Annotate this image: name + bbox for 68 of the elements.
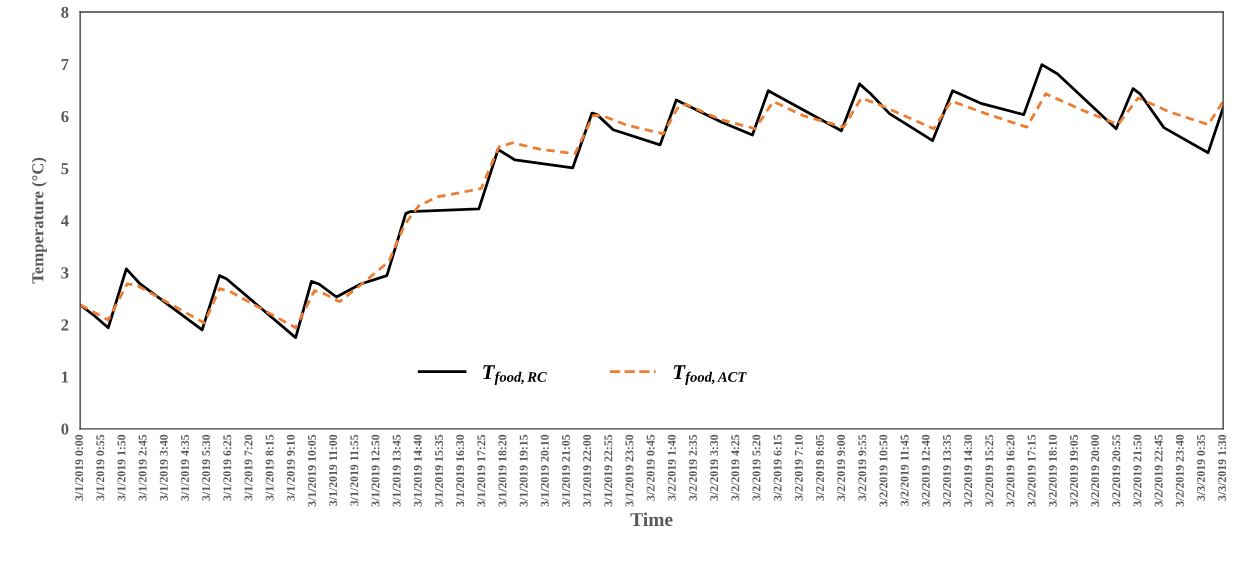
x-tick-label: 3/2/2019 7:10 [794, 434, 803, 501]
x-tick-label: 3/1/2019 16:30 [456, 434, 465, 507]
y-tick-label: 1 [62, 371, 69, 383]
y-axis-title: Temperature (°C) [31, 157, 47, 284]
legend-label: T$_{food,RC}$ [483, 365, 547, 385]
x-tick-label: 3/2/2019 11:45 [900, 434, 909, 506]
x-tick-label: 3/2/2019 8:05 [815, 434, 824, 501]
x-tick-label: 3/1/2019 3:40 [159, 434, 168, 501]
y-tick-label: 5 [61, 163, 69, 175]
x-tick-label: 3/2/2019 14:30 [964, 434, 973, 507]
x-tick-label: 3/2/2019 5:20 [752, 434, 761, 501]
y-tick-label: 2 [61, 319, 69, 331]
x-tick-label: 3/2/2019 2:35 [688, 434, 697, 501]
x-tick-label: 3/2/2019 13:35 [942, 434, 951, 507]
y-tick-label: 4 [60, 215, 69, 227]
x-tick-label: 3/1/2019 23:50 [625, 434, 634, 507]
x-tick-label: 3/1/2019 6:25 [223, 434, 232, 501]
x-tick-label: 3/1/2019 21:05 [561, 434, 570, 507]
x-axis-title: Time [630, 512, 673, 527]
x-tick-label: 3/2/2019 1:40 [667, 434, 676, 501]
x-tick-label: 3/1/2019 12:50 [371, 434, 380, 507]
x-tick-label: 3/1/2019 18:20 [498, 434, 507, 507]
x-tick-label: 3/2/2019 15:25 [985, 434, 994, 507]
x-tick-label: 3/1/2019 11:00 [329, 434, 338, 506]
x-tick-label: 3/1/2019 0:55 [96, 434, 105, 501]
x-tick-label: 3/1/2019 0:00 [75, 434, 84, 501]
y-tick-label: 8 [61, 6, 69, 18]
x-tick-label: 3/1/2019 17:25 [477, 434, 486, 507]
x-tick-label: 3/2/2019 19:05 [1069, 434, 1078, 507]
x-tick-label: 3/2/2019 16:20 [1006, 434, 1015, 507]
y-tick-label: 3 [61, 267, 69, 279]
x-tick-label: 3/2/2019 6:15 [773, 434, 782, 501]
x-tick-label: 3/2/2019 21:50 [1133, 434, 1142, 507]
x-tick-label: 3/2/2019 20:55 [1112, 434, 1121, 507]
x-tick-label: 3/1/2019 4:35 [180, 434, 189, 501]
x-tick-label: 3/1/2019 5:30 [202, 434, 211, 501]
x-tick-label: 3/1/2019 8:15 [265, 434, 274, 501]
x-tick-label: 3/1/2019 9:10 [286, 434, 295, 501]
x-tick-label: 3/1/2019 13:45 [392, 434, 401, 507]
x-tick-label: 3/1/2019 14:40 [413, 434, 422, 507]
x-tick-label: 3/2/2019 20:00 [1091, 434, 1100, 507]
x-tick-label: 3/1/2019 7:20 [244, 434, 253, 501]
x-tick-label: 3/1/2019 10:05 [307, 434, 316, 507]
x-tick-label: 3/2/2019 9:00 [837, 434, 846, 501]
x-tick-label: 3/2/2019 12:40 [921, 434, 930, 507]
x-tick-label: 3/2/2019 23:40 [1175, 434, 1184, 507]
x-tick-label: 3/1/2019 1:50 [117, 434, 126, 501]
x-tick-label: 3/1/2019 2:45 [138, 434, 147, 501]
x-tick-label: 3/2/2019 10:50 [879, 434, 888, 507]
x-tick-label: 3/1/2019 20:10 [540, 434, 549, 507]
x-tick-label: 3/2/2019 22:45 [1154, 434, 1163, 507]
x-tick-label: 3/2/2019 18:10 [1048, 434, 1057, 507]
x-tick-label: 3/3/2019 1:30 [1218, 434, 1227, 501]
x-tick-label: 3/1/2019 11:55 [350, 434, 359, 506]
x-tick-label: 3/2/2019 17:15 [1027, 434, 1036, 507]
x-tick-label: 3/2/2019 3:30 [710, 434, 719, 501]
y-tick-label: 0 [61, 423, 69, 435]
y-tick-label: 7 [61, 58, 69, 70]
x-tick-label: 3/1/2019 22:00 [583, 434, 592, 507]
x-tick-label: 3/2/2019 9:55 [858, 434, 867, 501]
x-tick-label: 3/3/2019 0:35 [1196, 434, 1205, 501]
x-tick-label: 3/1/2019 15:35 [434, 434, 443, 507]
x-tick-label: 3/2/2019 0:45 [646, 434, 655, 501]
x-tick-label: 3/2/2019 4:25 [731, 434, 740, 501]
y-tick-label: 6 [61, 110, 69, 123]
legend-label: T$_{food,ACT}$ [673, 365, 747, 385]
x-tick-label: 3/1/2019 19:15 [519, 434, 528, 507]
x-tick-label: 3/1/2019 22:55 [604, 434, 613, 507]
